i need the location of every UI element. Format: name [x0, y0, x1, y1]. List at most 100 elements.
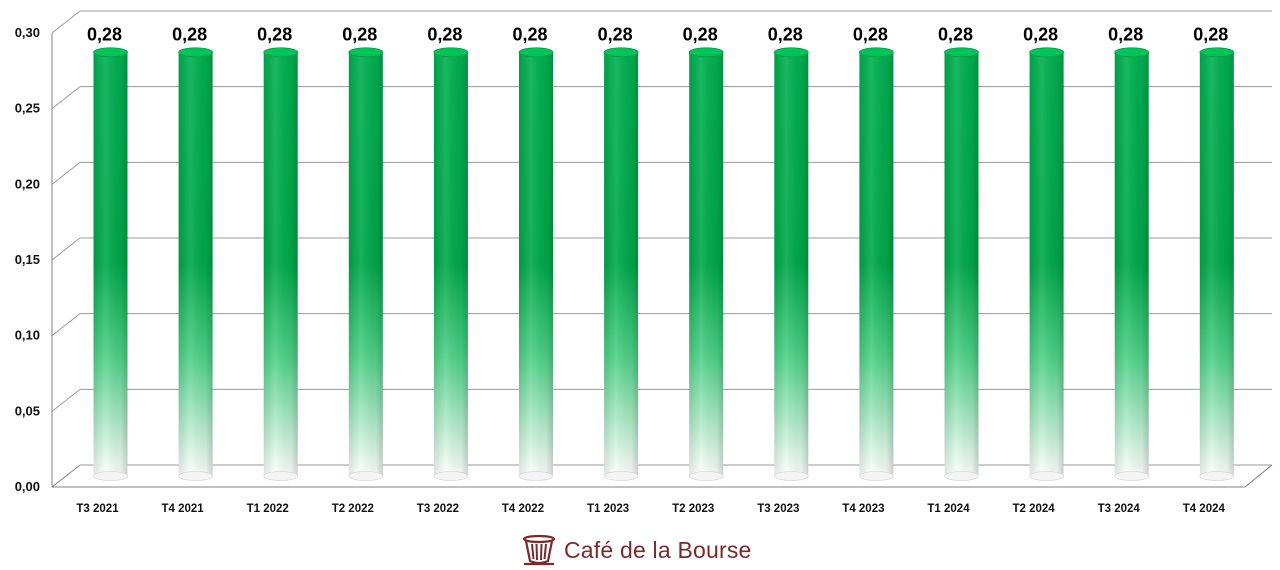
data-label: 0,28: [87, 24, 122, 44]
bar-top: [1114, 47, 1150, 58]
bar-base: [433, 471, 469, 481]
data-label: 0,28: [512, 24, 547, 44]
x-tick-label: T1 2023: [587, 503, 629, 515]
coffee-cup-icon: [522, 534, 556, 566]
bar-shading: [93, 52, 128, 477]
x-tick-label: T4 2023: [842, 503, 884, 515]
logo-text: Café de la Bourse: [564, 536, 752, 563]
bar-top: [178, 47, 214, 58]
x-tick-label: T2 2022: [332, 503, 374, 515]
bars: 0,28 0,28 0,28 0,28 0,28 0,28 0,28 0,28 0,28 0,28…: [87, 24, 1235, 481]
bar: 0,28: [683, 24, 724, 481]
bar-shading: [859, 52, 894, 477]
bar-base: [603, 471, 639, 481]
gridline-diagonal: [51, 86, 81, 110]
bar-shading: [944, 52, 979, 477]
bar: 0,28: [172, 24, 214, 481]
bar-top: [518, 47, 554, 58]
bar-base: [263, 471, 299, 481]
bar: 0,28: [598, 24, 639, 481]
bar: 0,28: [512, 24, 554, 481]
bar-top: [1199, 47, 1235, 58]
y-tick-label: 0,05: [15, 403, 40, 418]
bar: 0,28: [87, 24, 128, 481]
data-label: 0,28: [1108, 24, 1143, 44]
gridline-diagonal: [51, 388, 81, 412]
gridline-diagonal: [51, 161, 81, 185]
data-label: 0,28: [257, 24, 292, 44]
bar-shading: [1114, 52, 1149, 477]
bar-shading: [1199, 52, 1234, 477]
bar-base: [518, 471, 554, 481]
bar-top: [688, 47, 724, 58]
bar-base: [944, 471, 979, 481]
x-tick-label: T2 2024: [1012, 503, 1055, 515]
bar-base: [773, 471, 809, 481]
bar-shading: [604, 52, 639, 477]
bar-shading: [519, 52, 553, 477]
y-tick-label: 0,20: [15, 176, 40, 191]
gridline-diagonal: [51, 313, 81, 337]
x-tick-label: T3 2023: [757, 503, 799, 515]
bar-shading: [689, 52, 724, 477]
x-tick-label: T4 2024: [1183, 503, 1226, 515]
data-label: 0,28: [342, 24, 377, 44]
y-tick-label: 0,30: [15, 25, 40, 40]
x-tick-label: T3 2021: [76, 503, 119, 515]
bar-top: [859, 47, 894, 58]
bar-top: [1029, 47, 1064, 58]
bar-top: [773, 47, 809, 58]
bar-base: [178, 471, 213, 481]
bar-top: [603, 47, 639, 58]
y-tick-label: 0,15: [15, 252, 40, 267]
data-label: 0,28: [853, 24, 888, 44]
bar-top: [944, 47, 979, 58]
bar-shading: [263, 52, 298, 477]
bar-top: [348, 47, 384, 58]
bar: 0,28: [1108, 24, 1150, 481]
bar-base: [348, 471, 384, 481]
axes: [51, 33, 1273, 488]
gridline-diagonal: [51, 464, 81, 488]
bar-base: [688, 471, 724, 481]
bar-top: [93, 47, 128, 58]
y-tick-label: 0,25: [15, 101, 40, 116]
data-label: 0,28: [1023, 24, 1058, 44]
bar-base: [1199, 471, 1235, 481]
bar-base: [859, 471, 894, 481]
bar-top: [263, 47, 299, 58]
bar-shading: [178, 52, 213, 477]
cafe-de-la-bourse-logo: Café de la Bourse: [522, 534, 752, 566]
bar: 0,28: [853, 24, 894, 481]
x-tick-label: T4 2021: [161, 503, 204, 515]
y-tick-label: 0,10: [15, 328, 40, 343]
bar: 0,28: [938, 24, 979, 481]
x-tick-label: T1 2022: [247, 503, 289, 515]
bar-shading: [774, 52, 809, 477]
x-tick-label: T1 2024: [927, 503, 970, 515]
bar-shading: [433, 52, 468, 477]
bar-base: [93, 471, 128, 481]
x-tick-label: T4 2022: [502, 503, 544, 515]
data-label: 0,28: [427, 24, 462, 44]
x-tick-label: T3 2022: [417, 503, 459, 515]
bar-top: [433, 47, 469, 58]
y-axis-ticks: 0,00 0,05 0,10 0,15 0,20 0,25 0,30: [15, 25, 40, 494]
floor-edge: [1244, 464, 1273, 488]
y-tick-label: 0,00: [15, 479, 40, 494]
bar-base: [1114, 471, 1149, 481]
bar: 0,28: [1193, 24, 1235, 481]
bar-shading: [1029, 52, 1064, 477]
bar: 0,28: [342, 24, 384, 481]
bar-chart: 0,000,050,100,150,200,250,30 0,28 0,28 0,2…: [15, 10, 1273, 515]
gridline-diagonal: [51, 237, 81, 261]
bar: 0,28: [257, 24, 299, 481]
bar: 0,28: [768, 24, 809, 481]
bar-base: [1029, 471, 1064, 481]
data-label: 0,28: [598, 24, 633, 44]
data-label: 0,28: [938, 24, 973, 44]
gridline-diagonal: [51, 10, 81, 34]
gridlines: [51, 10, 1272, 488]
data-label: 0,28: [768, 24, 803, 44]
x-tick-label: T3 2024: [1098, 503, 1141, 515]
